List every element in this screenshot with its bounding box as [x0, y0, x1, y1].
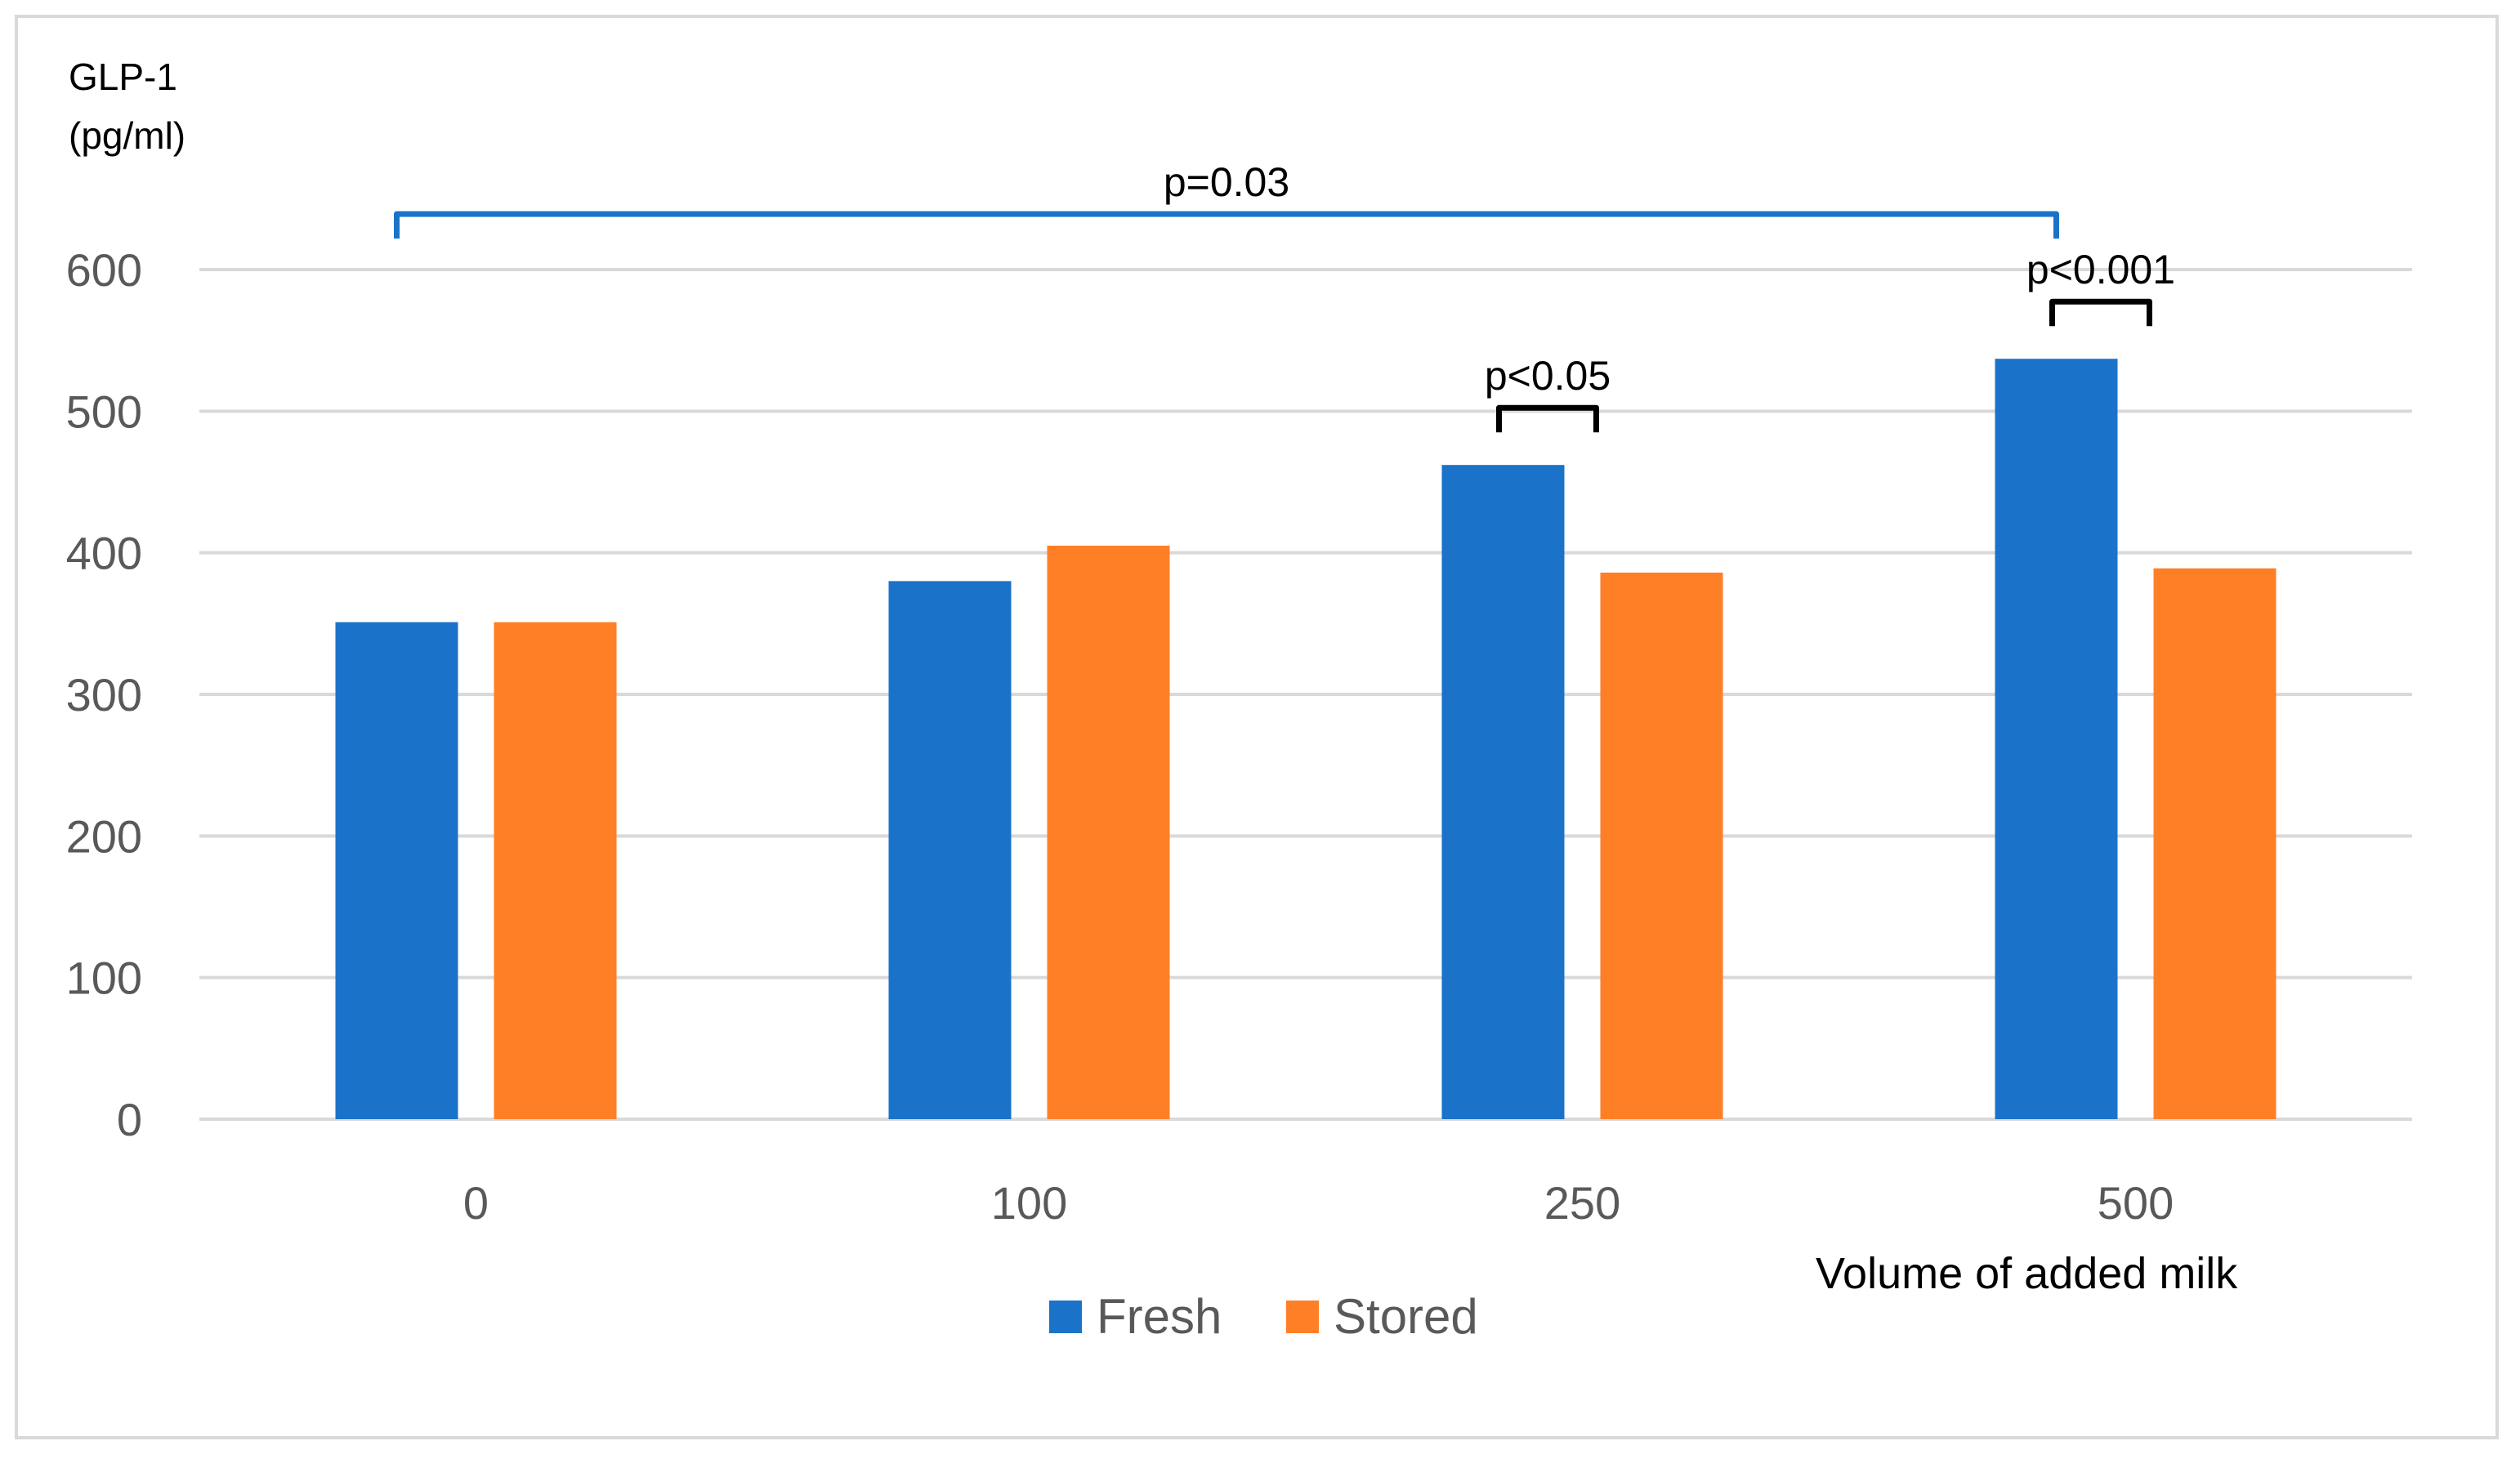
bar-stored-0 [494, 622, 617, 1119]
legend-swatch-fresh [1049, 1301, 1082, 1333]
bar-fresh-250 [1441, 465, 1565, 1119]
x-axis-label: Volume of added milk [1816, 1249, 2238, 1298]
y-tick-label: 500 [66, 386, 142, 437]
y-axis-ticks: 0 100 200 300 400 500 600 [66, 244, 142, 1145]
bar-chart: 0 100 200 300 400 500 600 0 100 250 500 p=0.03 p<0… [66, 56, 2412, 1344]
x-tick-label: 250 [1544, 1177, 1620, 1229]
significance-bracket [2049, 298, 2152, 327]
bar-fresh-100 [888, 581, 1012, 1119]
bar-fresh-0 [335, 622, 458, 1119]
y-axis-label-line-1: GLP-1 [69, 56, 177, 98]
x-tick-label: 0 [463, 1177, 489, 1229]
legend: Fresh Stored [1049, 1289, 1478, 1344]
bar-stored-100 [1047, 546, 1170, 1119]
significance-bracket [1496, 404, 1599, 433]
significance-bracket [394, 211, 2059, 239]
legend-label-stored: Stored [1334, 1289, 1478, 1344]
bar-fresh-500 [1995, 359, 2118, 1119]
y-tick-label: 600 [66, 244, 142, 296]
x-tick-label: 100 [991, 1177, 1067, 1229]
bar-stored-500 [2153, 568, 2276, 1119]
significance-label: p=0.03 [1164, 159, 1289, 205]
y-tick-label: 400 [66, 528, 142, 579]
x-tick-label: 500 [2098, 1177, 2174, 1229]
y-tick-label: 200 [66, 810, 142, 862]
significance-label: p<0.001 [2026, 247, 2175, 292]
y-axis-label-line-2: (pg/ml) [69, 114, 185, 157]
bars [335, 359, 2276, 1119]
bar-stored-250 [1600, 572, 1723, 1119]
annotations: p=0.03 p<0.05 p<0.001 [394, 159, 2175, 433]
significance-label: p<0.05 [1485, 353, 1611, 399]
x-axis-ticks: 0 100 250 500 [463, 1177, 2174, 1229]
y-tick-label: 0 [117, 1094, 142, 1145]
y-tick-label: 300 [66, 669, 142, 721]
y-tick-label: 100 [66, 953, 142, 1004]
legend-swatch-stored [1286, 1301, 1319, 1333]
legend-label-fresh: Fresh [1097, 1289, 1222, 1344]
y-axis-label: GLP-1 (pg/ml) [69, 56, 185, 157]
chart-frame: 0 100 200 300 400 500 600 0 100 250 500 p=0.03 p<0… [15, 15, 2499, 1439]
